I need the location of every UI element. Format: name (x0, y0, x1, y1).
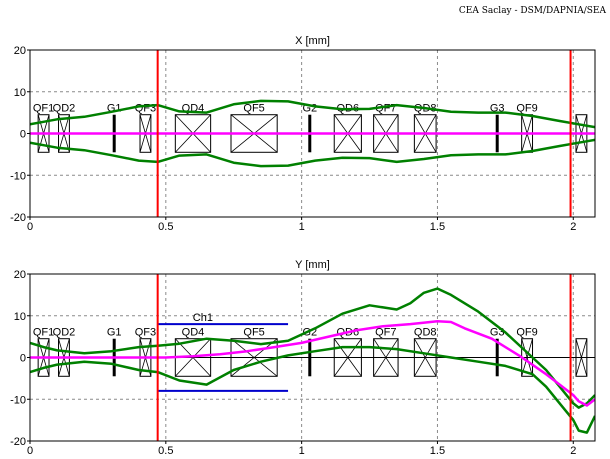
element-label: QF1 (33, 103, 54, 115)
y-tick-label: 0 (20, 353, 26, 365)
quad-cross (521, 338, 533, 377)
series-envelope-lower (30, 345, 595, 434)
plot-title: X [mm] (295, 35, 330, 47)
element-label: QD4 (182, 327, 205, 339)
y-tick-label: 10 (14, 311, 26, 323)
quad-cross (575, 338, 588, 377)
series-envelope-upper (30, 99, 595, 129)
quad-cross (230, 338, 278, 377)
quad-cross (373, 338, 399, 377)
quad-cross (175, 338, 211, 377)
quad-box (333, 338, 362, 377)
element-label: QF3 (135, 327, 156, 339)
plot-frame (29, 273, 596, 442)
x-tick-label: 1.5 (430, 445, 445, 457)
credit-text: CEA Saclay - DSM/DAPNIA/SEA (458, 6, 606, 16)
quad-box (413, 338, 437, 377)
element-label: QF9 (516, 103, 537, 115)
y-tick-label: 0 (20, 129, 26, 141)
element-label: QF1 (33, 327, 54, 339)
series-envelope-upper (30, 287, 595, 409)
x-tick-label: 1.5 (430, 221, 445, 233)
y-tick-label: 20 (14, 269, 26, 281)
x-tick-label: 2 (570, 221, 576, 233)
y-tick-label: 10 (14, 87, 26, 99)
quad-box (373, 338, 399, 377)
element-label: QF7 (375, 327, 396, 339)
element-label: QD2 (53, 327, 76, 339)
element-label: QD2 (53, 103, 76, 115)
element-label: QF9 (516, 327, 537, 339)
x-tick-label: 0 (27, 445, 33, 457)
x-tick-label: 2 (570, 445, 576, 457)
y-tick-label: -10 (10, 170, 26, 182)
quad-cross (414, 338, 437, 377)
y-tick-label: -20 (10, 212, 26, 224)
x-tick-label: 0 (27, 221, 33, 233)
y-tick-label: -10 (10, 394, 26, 406)
element-label: QF5 (243, 327, 264, 339)
quad-box (575, 338, 588, 377)
element-label: QF5 (243, 103, 264, 115)
plot-frame (29, 49, 596, 218)
y-tick-label: 20 (14, 45, 26, 57)
plot-title: Y [mm] (295, 259, 330, 271)
x-tick-label: 1 (299, 221, 305, 233)
quad-cross (333, 338, 362, 377)
x-tick-label: 0.5 (158, 221, 173, 233)
element-label: G1 (107, 327, 122, 339)
aperture-label: Ch1 (193, 312, 213, 324)
element-label: QD8 (414, 327, 437, 339)
series-centroid (30, 319, 595, 407)
series-envelope-lower (30, 138, 595, 168)
x-tick-label: 0.5 (158, 445, 173, 457)
x-tick-label: 1 (299, 445, 305, 457)
y-tick-label: -20 (10, 436, 26, 448)
